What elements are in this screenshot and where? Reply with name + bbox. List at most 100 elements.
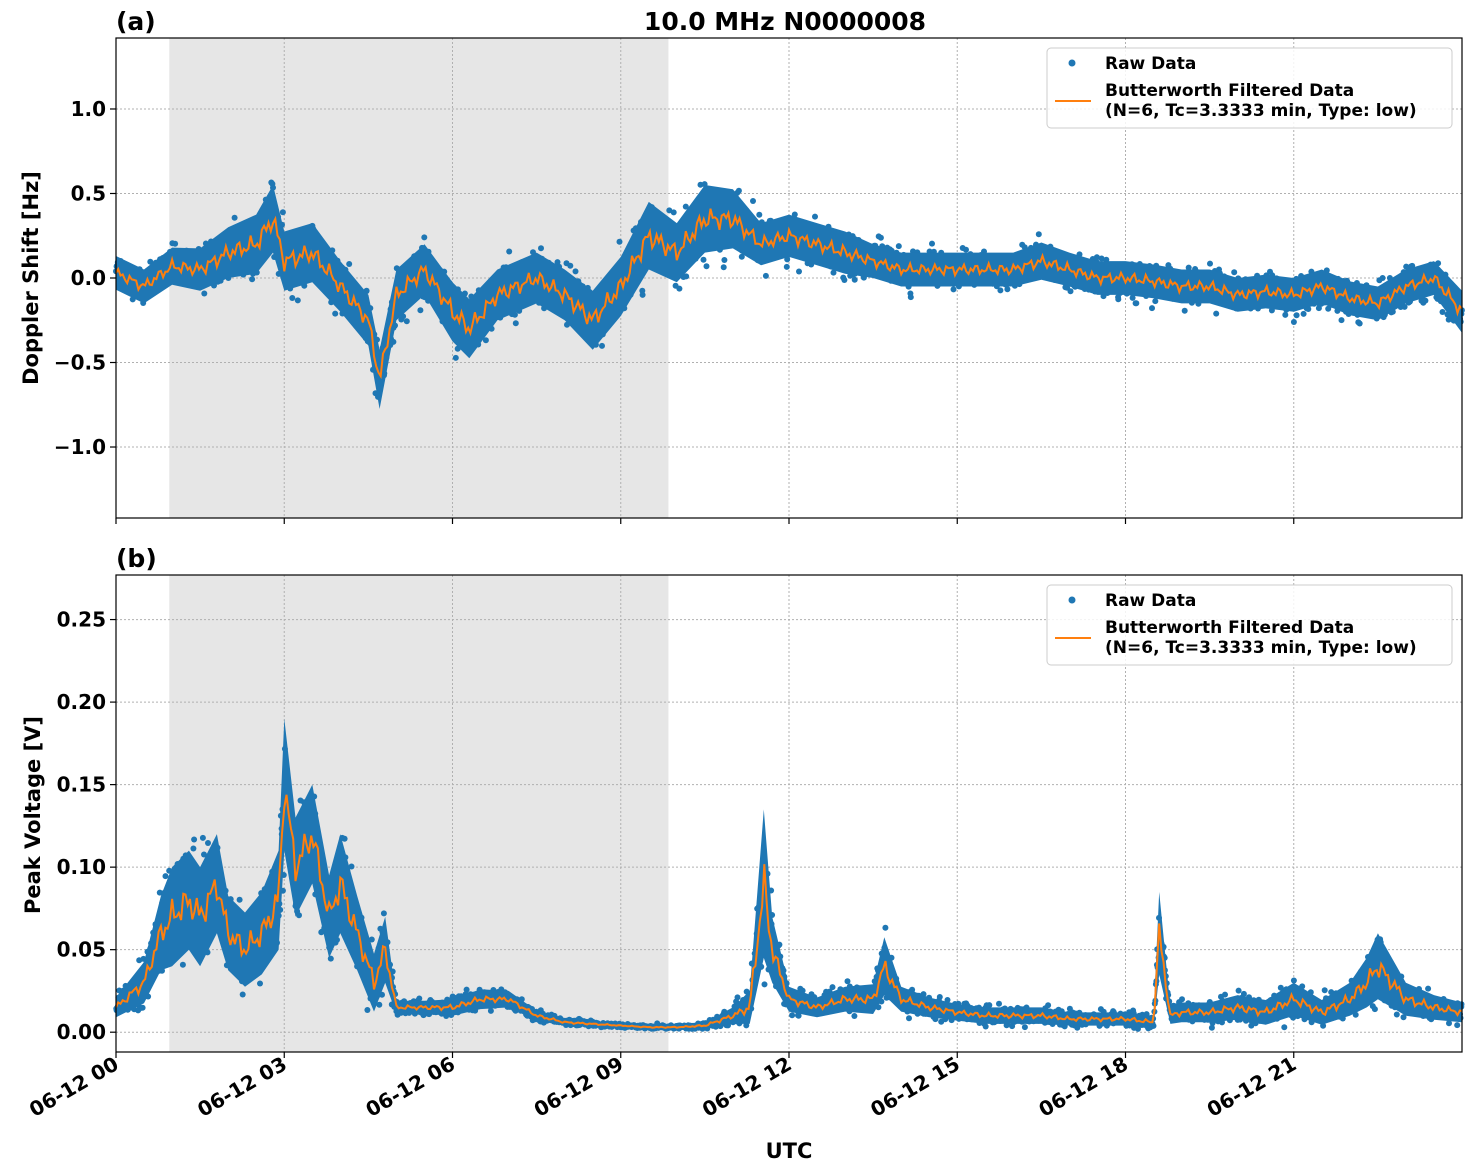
raw-data-point <box>721 257 728 263</box>
raw-data-point <box>851 276 858 283</box>
raw-data-point <box>147 258 154 265</box>
raw-data-point <box>996 1000 1002 1007</box>
raw-data-point <box>756 211 763 218</box>
raw-data-point <box>1222 991 1228 998</box>
raw-data-point <box>364 1007 371 1013</box>
raw-data-point <box>1290 319 1297 325</box>
raw-data-point <box>851 1013 858 1019</box>
raw-data-point <box>294 297 301 304</box>
raw-data-point <box>906 1015 912 1022</box>
raw-data-point <box>844 978 851 985</box>
raw-data-point <box>279 209 286 216</box>
raw-data-point <box>720 264 727 271</box>
raw-data-point <box>895 243 902 250</box>
raw-data-point <box>830 269 837 276</box>
raw-data-point <box>1135 1025 1141 1032</box>
raw-data-point <box>506 248 513 255</box>
raw-data-point <box>1282 311 1289 318</box>
raw-data-point <box>512 320 519 327</box>
legend-a: Raw Data Butterworth Filtered Data(N=6, T… <box>1046 47 1453 129</box>
raw-data-point <box>341 835 348 842</box>
raw-data-point <box>1179 996 1185 1003</box>
y-tick-label: 0.0 <box>71 266 106 290</box>
y-ticks-a: 1.00.50.0−0.5−1.0 <box>54 97 116 459</box>
raw-data-point <box>1133 300 1140 307</box>
raw-data-point <box>487 1007 494 1014</box>
raw-data-point <box>1115 296 1122 303</box>
raw-data-point <box>452 354 459 361</box>
legend-filtered-params: (N=6, Tc=3.3333 min, Type: low) <box>1105 101 1417 121</box>
raw-data-point <box>567 262 574 269</box>
raw-data-point <box>738 253 745 260</box>
legend-raw-label: Raw Data <box>1105 54 1196 74</box>
legend-raw-marker <box>1068 59 1076 67</box>
raw-data-point <box>841 277 848 283</box>
raw-data-point <box>1098 255 1105 262</box>
raw-data-point <box>179 961 186 968</box>
raw-data-point <box>346 261 353 267</box>
raw-data-point <box>735 187 742 194</box>
panel-label-a: (a) <box>116 7 156 36</box>
y-tick-label: −0.5 <box>54 351 106 375</box>
raw-data-point <box>1379 275 1386 281</box>
y-tick-label: 0.5 <box>71 181 106 205</box>
raw-data-point <box>201 290 208 297</box>
raw-data-point <box>750 198 756 204</box>
y-tick-label: −1.0 <box>54 435 106 459</box>
raw-data-point <box>1401 303 1408 310</box>
raw-data-point <box>1129 294 1136 301</box>
panel-a-doppler-shift: 1.00.50.0−0.5−1.0 (a) Doppler Shift [Hz]… <box>19 7 1465 524</box>
raw-data-point <box>703 263 710 270</box>
raw-data-point <box>289 295 296 301</box>
raw-data-point <box>231 214 238 221</box>
raw-data-point <box>1093 254 1100 261</box>
raw-data-point <box>1035 231 1042 238</box>
raw-data-point <box>1240 990 1247 997</box>
raw-data-point <box>368 936 375 943</box>
raw-data-point <box>205 840 211 846</box>
raw-data-point <box>682 203 689 210</box>
raw-data-point <box>403 318 410 325</box>
raw-data-point <box>257 980 263 987</box>
raw-data-point <box>986 1002 993 1009</box>
raw-data-point <box>156 889 163 896</box>
raw-data-point <box>676 285 683 292</box>
raw-data-point <box>1290 977 1297 984</box>
raw-data-point <box>327 955 334 962</box>
raw-data-point <box>789 1012 796 1019</box>
raw-data-point <box>416 995 423 1002</box>
raw-data-point <box>1004 286 1011 293</box>
raw-data-point <box>332 310 339 317</box>
raw-data-point <box>762 272 769 279</box>
raw-data-point <box>249 276 256 283</box>
raw-data-point <box>463 986 470 993</box>
raw-data-point <box>795 1012 802 1019</box>
raw-data-point <box>201 851 207 858</box>
raw-data-point <box>199 834 206 841</box>
raw-data-point <box>348 863 355 870</box>
legend-filtered-label: Butterworth Filtered Data <box>1105 81 1354 101</box>
raw-data-point <box>1207 260 1213 267</box>
filtered-line-a <box>115 208 1463 380</box>
raw-data-point <box>1213 310 1220 317</box>
chart-title: 10.0 MHz N0000008 <box>644 7 926 36</box>
raw-data-point <box>417 307 424 314</box>
raw-data-point <box>950 286 957 293</box>
raw-data-point <box>421 234 428 241</box>
raw-data-point <box>1045 1002 1052 1009</box>
raw-data-point <box>599 342 605 349</box>
raw-data-point <box>296 912 302 919</box>
raw-data-point <box>700 256 707 263</box>
raw-data-point <box>882 924 889 931</box>
raw-data-point <box>907 294 914 301</box>
raw-data-point <box>1021 1024 1028 1031</box>
raw-data-point <box>554 259 561 266</box>
raw-data-point <box>796 268 802 275</box>
raw-data-point <box>1300 310 1307 317</box>
raw-data-point <box>1067 288 1074 295</box>
raw-data-point <box>812 213 818 220</box>
raw-data-point <box>761 981 768 988</box>
raw-data-point <box>963 246 969 253</box>
raw-data-point <box>1185 264 1192 271</box>
